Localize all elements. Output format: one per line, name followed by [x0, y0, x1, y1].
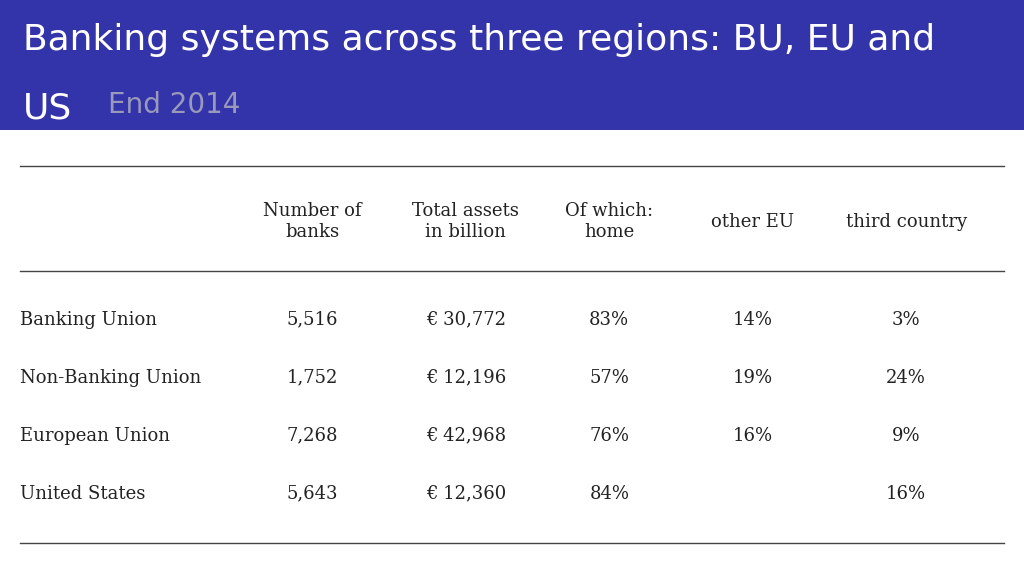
Text: 5,643: 5,643: [287, 484, 338, 502]
Text: 57%: 57%: [590, 369, 629, 386]
Text: € 12,360: € 12,360: [426, 484, 506, 502]
Text: 76%: 76%: [589, 427, 630, 445]
Text: € 42,968: € 42,968: [426, 427, 506, 445]
Text: 16%: 16%: [732, 427, 773, 445]
Text: US: US: [23, 91, 72, 125]
Text: Total assets
in billion: Total assets in billion: [413, 202, 519, 241]
Text: € 12,196: € 12,196: [426, 369, 506, 386]
Text: 24%: 24%: [887, 369, 926, 386]
Text: 14%: 14%: [732, 310, 773, 329]
Text: Of which:
home: Of which: home: [565, 202, 653, 241]
Text: 84%: 84%: [589, 484, 630, 502]
Text: 19%: 19%: [732, 369, 773, 386]
Text: End 2014: End 2014: [108, 91, 240, 119]
Text: 16%: 16%: [886, 484, 927, 502]
Text: European Union: European Union: [20, 427, 170, 445]
Text: 83%: 83%: [589, 310, 630, 329]
Text: € 30,772: € 30,772: [426, 310, 506, 329]
Text: 7,268: 7,268: [287, 427, 338, 445]
Text: 1,752: 1,752: [287, 369, 338, 386]
Text: 9%: 9%: [892, 427, 921, 445]
Text: third country: third country: [846, 213, 967, 230]
Text: 3%: 3%: [892, 310, 921, 329]
Text: Number of
banks: Number of banks: [263, 202, 361, 241]
Text: other EU: other EU: [711, 213, 795, 230]
Text: United States: United States: [20, 484, 145, 502]
Text: Banking systems across three regions: BU, EU and: Banking systems across three regions: BU…: [23, 24, 935, 58]
Text: Banking Union: Banking Union: [20, 310, 158, 329]
Text: Non-Banking Union: Non-Banking Union: [20, 369, 202, 386]
Text: 5,516: 5,516: [287, 310, 338, 329]
